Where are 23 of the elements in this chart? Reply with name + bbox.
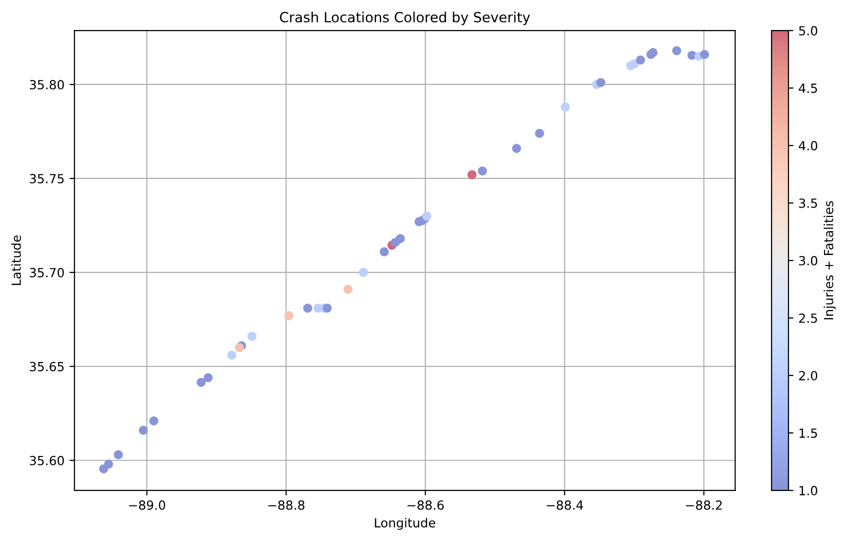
- x-tick-label: −88.6: [408, 500, 444, 510]
- y-tick-label: 35.70: [30, 268, 64, 278]
- color-bar-label: 1.5: [800, 428, 817, 438]
- color-bar-title: Injuries + Fatalities: [824, 201, 836, 320]
- color-bar-label: 4.5: [798, 84, 817, 93]
- x-axis-title: Longitude: [374, 518, 436, 530]
- x-tick-label: −88.2: [686, 500, 722, 510]
- color-bar-label: 3.0: [799, 256, 818, 266]
- x-tick-label: −89.0: [129, 500, 166, 510]
- color-bar-label: 2.0: [799, 370, 818, 380]
- color-bar-label: 4.0: [798, 140, 818, 150]
- y-axis-title: Latitude: [11, 235, 21, 285]
- y-tick-label: 35.80: [30, 80, 64, 90]
- color-bar-label: 3.5: [799, 198, 817, 208]
- color-bar-label: 2.5: [799, 313, 817, 323]
- chart-title: Crash Locations Colored by Severity: [280, 12, 530, 26]
- x-tick-label: −88.8: [268, 500, 304, 510]
- y-tick-label: 35.75: [30, 174, 64, 184]
- y-tick-label: 35.65: [30, 362, 64, 372]
- color-bar-label: 1.0: [800, 486, 818, 496]
- y-tick-label: 35.60: [30, 456, 64, 466]
- color-bar-label: 5.0: [799, 26, 818, 36]
- x-tick-label: −88.4: [546, 500, 584, 510]
